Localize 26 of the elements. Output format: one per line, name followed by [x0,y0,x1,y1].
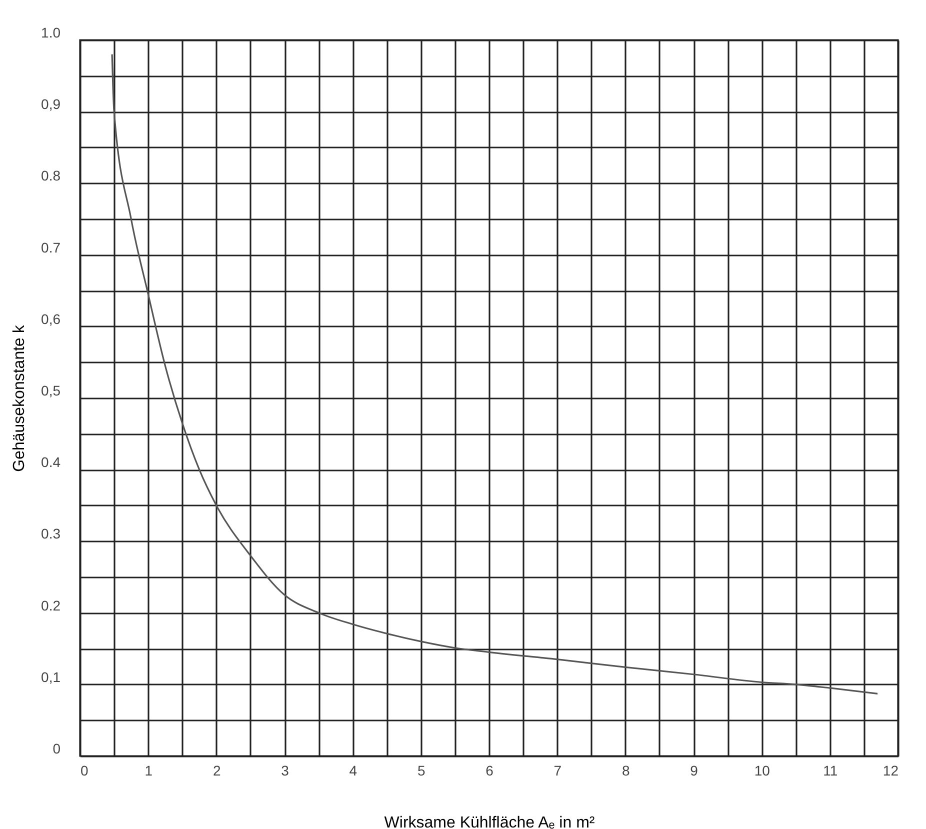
x-tick-label: 3 [281,762,290,778]
y-tick-label: 0.7 [41,239,61,256]
x-tick-label: 2 [212,762,221,778]
x-tick-label: 4 [349,762,358,778]
x-tick-label: 7 [554,762,562,778]
x-tick-label: 6 [486,762,494,778]
x-tick-label: 1 [144,762,153,778]
y-tick-label: 0.4 [41,454,61,470]
x-axis-title: Wirksame Kühlfläche Aₑ in m² [384,814,596,829]
x-tick-label: 12 [882,762,899,778]
y-tick-label: 0,6 [41,310,61,327]
y-tick-label: 0,5 [41,382,61,398]
y-tick-label: 0.8 [41,168,61,184]
x-tick-label: 9 [690,762,698,778]
x-tick-label: 5 [417,762,426,778]
x-tick-label: 10 [754,762,770,778]
x-tick-label: 0 [80,762,88,778]
y-tick-label: 0.3 [41,526,61,542]
x-tick-label: 8 [622,762,630,778]
y-tick-label: 0,1 [41,668,61,685]
y-tick-label: 1.0 [41,24,61,40]
y-tick-label: 0 [52,740,61,756]
y-tick-label: 0,9 [41,96,61,112]
y-tick-label: 0.2 [41,597,61,614]
y-axis-title: Gehäusekonstante k [11,324,28,472]
x-tick-label: 11 [823,762,838,778]
